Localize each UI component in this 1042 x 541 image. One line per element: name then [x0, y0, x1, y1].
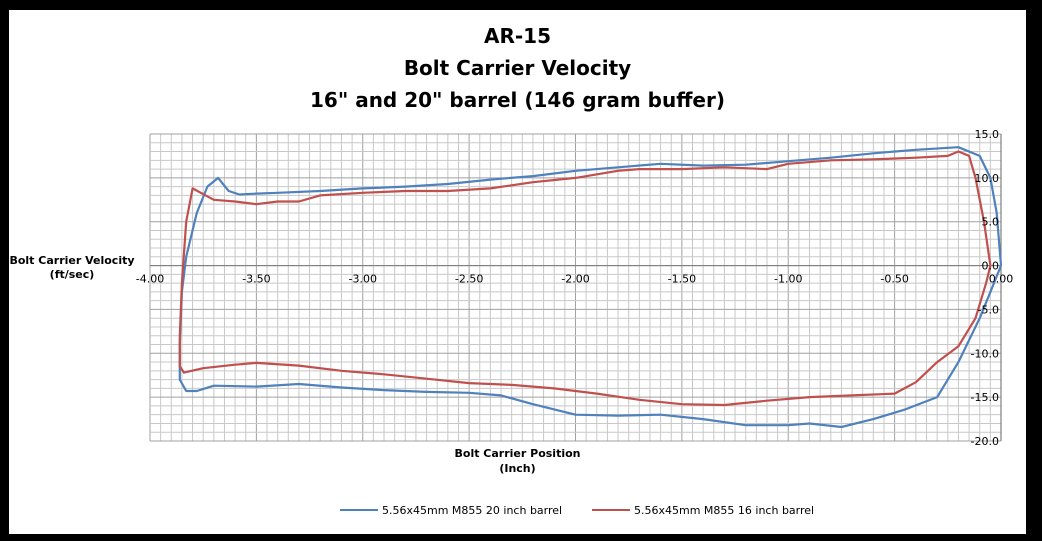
x-tick-label: -3.50 [242, 273, 270, 286]
chart-title-line-2: Bolt Carrier Velocity [403, 56, 632, 80]
chart-panel: AR-15 Bolt Carrier Velocity 16" and 20" … [9, 10, 1026, 534]
chart-title-line-3: 16" and 20" barrel (146 gram buffer) [309, 88, 726, 112]
axes [150, 134, 1002, 441]
x-tick-labels: -4.00 -3.50 -3.00 -2.50 -2.00 -1.50 -1.00 -0.50… [136, 273, 1013, 286]
plot-area: -4.00 -3.50 -3.00 -2.50 -2.00 -1.50 -1.00 -0.50… [136, 128, 1013, 448]
legend-label-20in: 5.56x45mm M855 20 inch barrel [382, 504, 563, 517]
legend-item-20in: 5.56x45mm M855 20 inch barrel [340, 502, 562, 520]
legend-item-16in: 5.56x45mm M855 16 inch barrel [592, 502, 814, 520]
y-tick-label: -20.0 [971, 435, 999, 448]
y-tick-labels: 15.0 10.0 5.0 0.0 -5.0 -10.0 -15.0 -20.0 [971, 128, 999, 448]
x-tick-label: -1.50 [668, 273, 696, 286]
series-lines [178, 146, 1003, 429]
x-tick-label: -0.50 [880, 273, 908, 286]
x-tick-label: -2.00 [561, 273, 589, 286]
y-axis-label: Bolt Carrier Velocity (ft/sec) [9, 254, 135, 282]
x-tick-label: -3.00 [349, 273, 377, 286]
chart-title-line-1: AR-15 [483, 24, 551, 48]
y-tick-label: -15.0 [971, 391, 999, 404]
x-tick-label: -1.00 [774, 273, 802, 286]
x-tick-label: 0.00 [989, 273, 1014, 286]
legend-swatch-20in [340, 509, 378, 511]
y-tick-label: -10.0 [971, 347, 999, 360]
legend: 5.56x45mm M855 20 inch barrel 5.56x45mm … [9, 502, 1026, 520]
series-line-20in [178, 146, 1003, 429]
x-tick-label: -4.00 [136, 273, 164, 286]
x-tick-label: -2.50 [455, 273, 483, 286]
x-axis-label: Bolt Carrier Position (Inch) [9, 446, 1026, 476]
y-tick-label: 0.0 [982, 260, 1000, 273]
x-axis-label-line-1: Bolt Carrier Position [454, 447, 581, 460]
legend-swatch-16in [592, 509, 630, 511]
legend-label-16in: 5.56x45mm M855 16 inch barrel [634, 504, 815, 517]
y-axis-label-line-2: (ft/sec) [49, 268, 95, 281]
x-axis-label-line-2: (Inch) [499, 462, 536, 475]
series-line-16in [178, 150, 992, 407]
y-tick-label: -5.0 [978, 303, 999, 316]
y-tick-label: 5.0 [982, 216, 1000, 229]
y-tick-label: 10.0 [975, 172, 1000, 185]
y-axis-label-line-1: Bolt Carrier Velocity [9, 254, 135, 267]
y-tick-label: 15.0 [975, 128, 1000, 141]
